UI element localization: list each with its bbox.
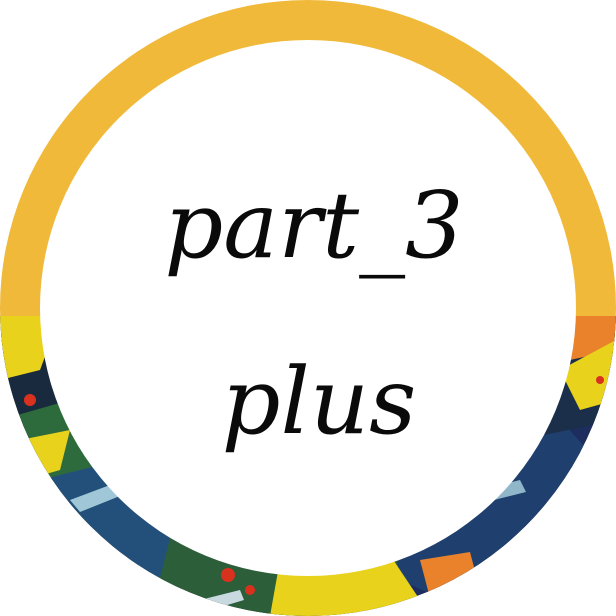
badge-title: part_3 — [164, 172, 464, 279]
badge-subtitle: plus — [221, 348, 417, 455]
